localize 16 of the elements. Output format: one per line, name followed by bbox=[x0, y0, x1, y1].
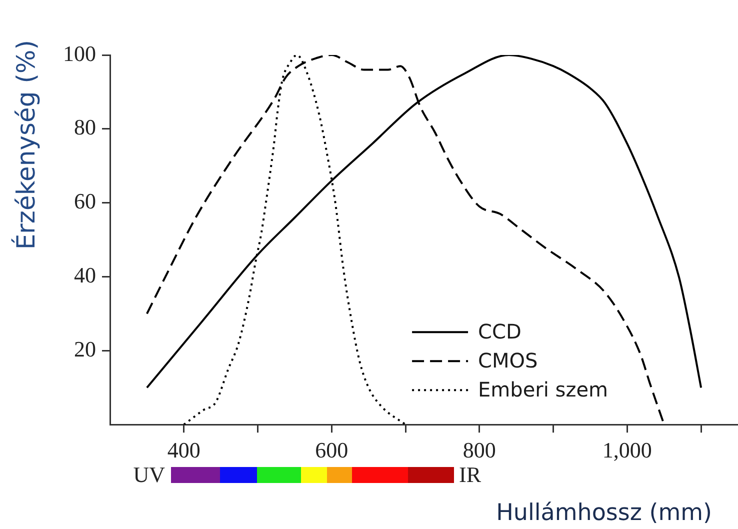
text: IR bbox=[459, 462, 482, 487]
x-tick-label: 800 bbox=[462, 438, 496, 463]
y-tick-label: 60 bbox=[74, 188, 96, 214]
y-tick-label: 80 bbox=[74, 114, 96, 140]
x-tick-label: 600 bbox=[315, 438, 348, 463]
y-tick-label: 100 bbox=[63, 40, 96, 66]
y-axis-title: Érzékenység (%) bbox=[10, 40, 40, 250]
x-axis-title: Hullámhossz (mm) bbox=[496, 500, 712, 526]
y-tick-label: 20 bbox=[74, 336, 96, 362]
x-tick-label: 400 bbox=[167, 438, 200, 463]
legend-label: CMOS bbox=[478, 348, 538, 372]
legend-label: CCD bbox=[478, 319, 522, 344]
legend-label: Emberi szem bbox=[478, 377, 608, 402]
y-tick-label: 40 bbox=[74, 262, 96, 288]
x-tick-label: 1,000 bbox=[602, 438, 652, 463]
text: UV bbox=[133, 462, 166, 487]
